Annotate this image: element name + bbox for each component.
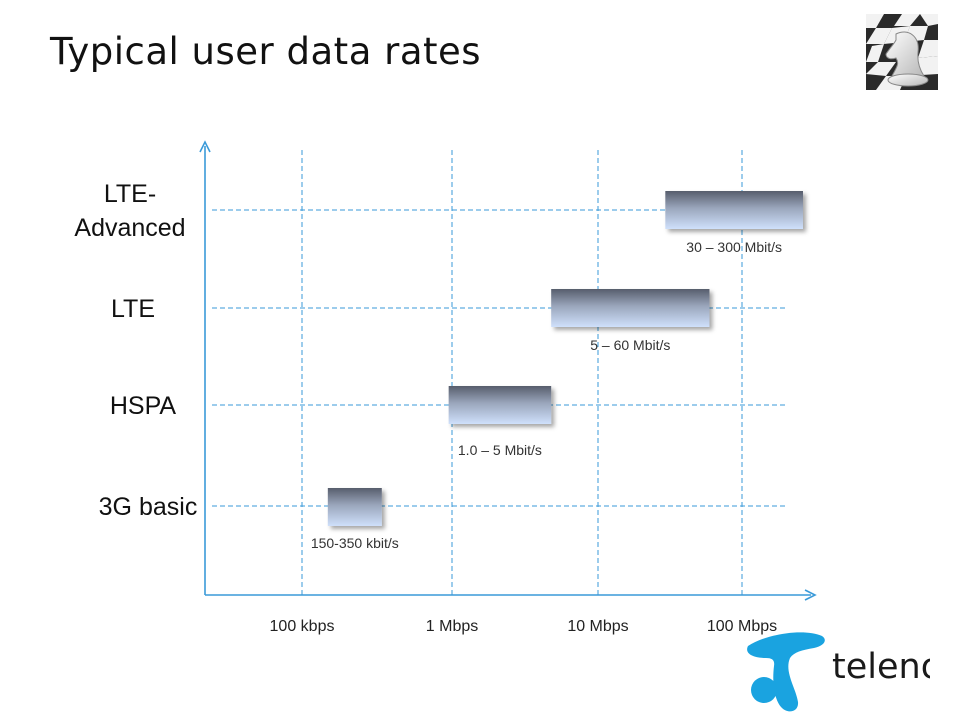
category-label: LTE bbox=[111, 295, 155, 323]
range-data-label: 30 – 300 Mbit/s bbox=[686, 239, 782, 255]
x-tick-label: 1 Mbps bbox=[426, 618, 478, 635]
range-data-label: 150-350 kbit/s bbox=[311, 535, 399, 551]
range-bar bbox=[551, 289, 710, 327]
y-axis-arrow bbox=[199, 140, 211, 153]
x-tick-label: 100 kbps bbox=[270, 618, 335, 635]
telenor-logo-mark bbox=[747, 632, 825, 712]
x-axis-arrow bbox=[804, 589, 817, 601]
range-bar bbox=[665, 191, 803, 229]
category-label: HSPA bbox=[110, 392, 177, 420]
telenor-logo: telenor bbox=[747, 632, 930, 712]
x-tick-label: 100 Mbps bbox=[707, 618, 777, 635]
range-data-label: 1.0 – 5 Mbit/s bbox=[458, 442, 542, 458]
page-title: Typical user data rates bbox=[50, 30, 482, 73]
x-tick-label: 10 Mbps bbox=[567, 618, 628, 635]
category-label: LTE- bbox=[104, 180, 156, 208]
telenor-logo-dot bbox=[751, 677, 777, 703]
range-bar bbox=[448, 386, 552, 424]
range-data-label: 5 – 60 Mbit/s bbox=[590, 337, 670, 353]
chess-knight-icon bbox=[866, 14, 938, 90]
category-label: 3G basic bbox=[99, 493, 198, 521]
range-bar bbox=[327, 488, 382, 526]
category-label: Advanced bbox=[74, 214, 185, 242]
telenor-logo-text: telenor bbox=[832, 647, 930, 687]
